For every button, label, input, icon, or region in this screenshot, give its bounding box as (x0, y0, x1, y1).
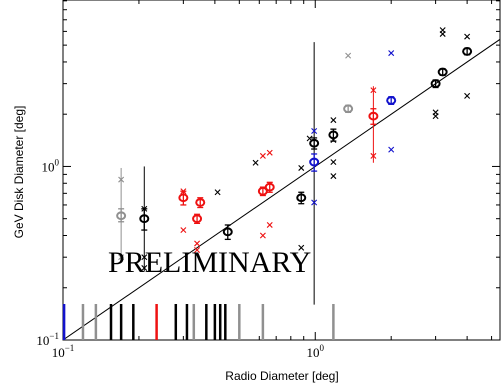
data-point (178, 193, 189, 203)
plot-frame (62, 0, 501, 341)
range-cross-marker (180, 188, 187, 195)
cross-marker (214, 189, 221, 196)
reference-line-one-to-one (63, 38, 500, 340)
range-cross-marker (330, 159, 337, 166)
range-cross-marker (432, 113, 439, 120)
x-tick-label: 100 (307, 343, 325, 360)
data-point (437, 67, 448, 77)
range-cross-marker (298, 164, 305, 171)
range-cross-marker (439, 30, 446, 37)
range-cross-marker (370, 152, 377, 159)
data-point (368, 111, 379, 121)
range-cross-marker (141, 205, 148, 212)
range-cross-marker (388, 50, 395, 57)
data-point (192, 214, 203, 224)
range-cross-marker (259, 152, 266, 159)
y-tick-label: 100 (42, 157, 60, 174)
range-cross-marker (311, 128, 318, 135)
data-point (386, 96, 397, 105)
data-point (462, 47, 473, 56)
range-cross-marker (141, 264, 148, 271)
range-cross-marker (370, 87, 377, 94)
range-cross-marker (118, 176, 125, 183)
range-cross-marker (194, 240, 201, 247)
range-cross-marker (259, 232, 266, 239)
data-point (430, 79, 441, 89)
data-point (309, 138, 320, 148)
data-point (257, 186, 268, 196)
data-point (296, 193, 307, 203)
data-point (222, 227, 233, 237)
y-axis-label: GeV Disk Diameter [deg] (12, 106, 26, 239)
cross-marker (141, 254, 148, 261)
range-cross-marker (311, 199, 318, 206)
data-point (309, 157, 320, 167)
data-point (264, 182, 275, 192)
range-cross-marker (330, 173, 337, 180)
data-point (116, 211, 127, 221)
range-cross-marker (194, 247, 201, 253)
data-point (139, 214, 150, 224)
range-cross-marker (464, 33, 471, 40)
range-cross-marker (266, 149, 273, 156)
range-cross-marker (345, 52, 352, 59)
range-cross-marker (298, 244, 305, 251)
cross-marker (306, 135, 313, 142)
data-point (195, 198, 206, 207)
range-cross-marker (266, 221, 273, 228)
y-tick-label: 10−1 (36, 331, 59, 348)
range-cross-marker (464, 92, 471, 99)
plot-area: 10−1 100 10−1 100 (36, 0, 501, 360)
data-point (343, 104, 354, 114)
cross-marker (252, 159, 259, 166)
range-cross-marker (330, 117, 337, 124)
range-cross-marker (388, 146, 395, 153)
preliminary-watermark: PRELIMINARY (108, 246, 311, 279)
range-cross-marker (180, 227, 187, 234)
x-axis-label: Radio Diameter [deg] (225, 369, 338, 383)
x-tick-label: 10−1 (52, 343, 75, 360)
data-point (328, 130, 339, 140)
range-cross-marker (118, 254, 125, 261)
